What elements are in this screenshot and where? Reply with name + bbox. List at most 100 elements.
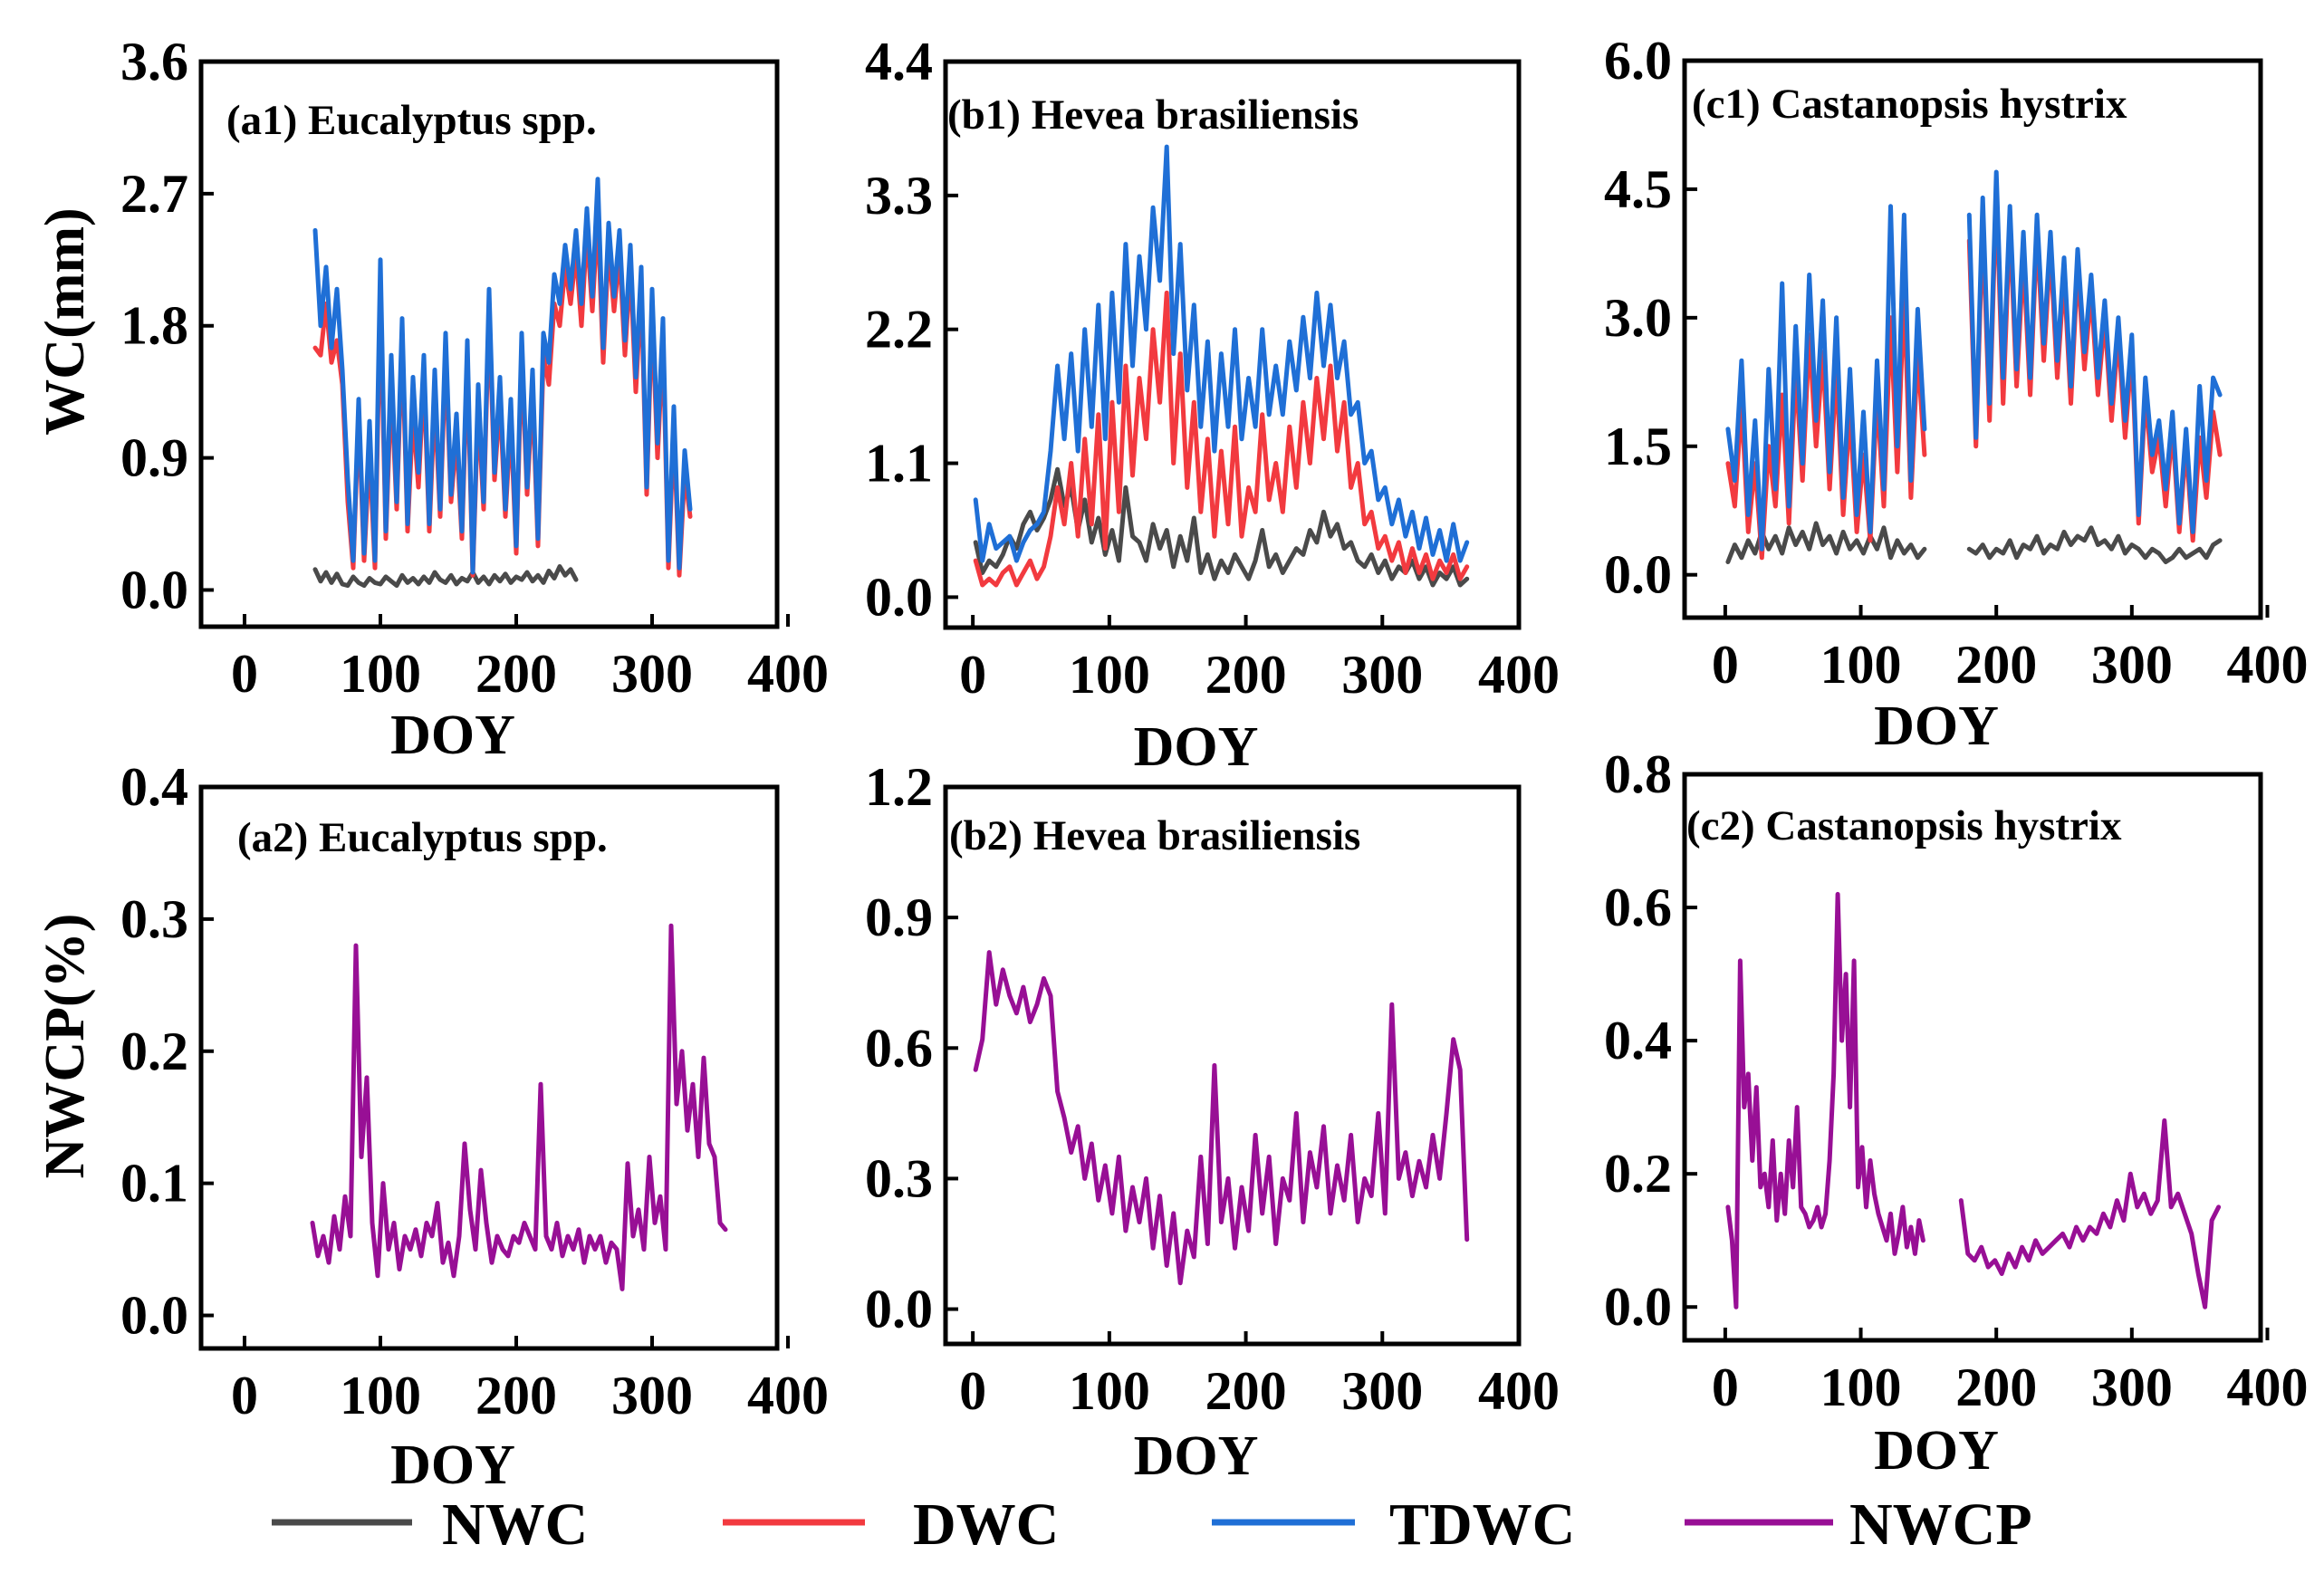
y-tick-label: 0.3 xyxy=(120,889,188,949)
x-axis-title: DOY xyxy=(1874,1420,1999,1482)
x-tick-label: 100 xyxy=(1820,1358,1902,1417)
x-axis-title: DOY xyxy=(390,705,515,766)
y-tick-label: 6.0 xyxy=(1604,31,1672,91)
x-tick-label: 300 xyxy=(611,644,693,704)
plot-frame xyxy=(198,59,780,629)
y-axis-title: NWCP(%) xyxy=(34,914,96,1179)
panel-a2: 0 100 200 300 400 0.0 0.1 0.2 0.3 0.4 (a2) Eucalyp… xyxy=(34,757,829,1496)
x-tick-label: 400 xyxy=(747,644,829,704)
y-tick-label: 0.4 xyxy=(120,757,188,817)
x-tick-label: 200 xyxy=(1205,645,1287,705)
y-tick-label: 0.2 xyxy=(120,1022,188,1081)
series-nwc-line xyxy=(312,564,579,589)
y-tick-label: 1.1 xyxy=(865,434,933,494)
x-tick-label: 0 xyxy=(959,645,986,705)
plot-frame xyxy=(1682,58,2263,620)
panel-label: (a2) Eucalyptus spp. xyxy=(237,814,608,861)
y-tick-label: 0.2 xyxy=(1604,1144,1672,1204)
x-tick-label: 100 xyxy=(1069,645,1150,705)
x-tick-label: 100 xyxy=(340,644,421,704)
x-tick-label: 0 xyxy=(959,1361,986,1421)
y-tick-label: 0.4 xyxy=(1604,1011,1672,1070)
series-tdwc-line xyxy=(973,144,1470,563)
x-tick-label: 400 xyxy=(1478,645,1560,705)
x-tick-label: 300 xyxy=(611,1366,693,1425)
panel-c2: 0 100 200 300 400 0.0 0.2 0.4 0.6 0.8 (c2) Castano… xyxy=(1604,744,2308,1482)
legend-label-dwc: DWC xyxy=(913,1492,1059,1558)
series-nwcp-line xyxy=(1725,891,1925,1310)
x-axis-title: DOY xyxy=(1134,716,1259,778)
panel-label: (a1) Eucalyptus spp. xyxy=(226,97,597,144)
legend-label-nwc: NWC xyxy=(442,1492,588,1558)
y-tick-label: 2.7 xyxy=(120,164,188,224)
series-nwc-line xyxy=(973,466,1470,588)
x-tick-label: 200 xyxy=(475,644,557,704)
x-axis-title: DOY xyxy=(1874,696,1999,757)
plot-frame xyxy=(198,784,780,1351)
plot-frame xyxy=(943,784,1522,1347)
x-tick-label: 100 xyxy=(1820,635,1902,695)
legend-label-nwcp: NWCP xyxy=(1849,1492,2032,1558)
y-tick-label: 3.0 xyxy=(1604,288,1672,348)
panel-a1: 0 100 200 300 400 0.0 0.9 1.8 2.7 3.6 (a1) Eucalyp… xyxy=(34,32,829,766)
series-dwc-line xyxy=(973,290,1470,588)
x-tick-label: 200 xyxy=(1955,635,2037,695)
y-tick-label: 3.3 xyxy=(865,166,933,225)
y-tick-label: 0.0 xyxy=(865,567,933,627)
y-tick-label: 0.0 xyxy=(1604,545,1672,605)
x-tick-label: 100 xyxy=(340,1366,421,1425)
panel-c1: 0 100 200 300 400 0.0 1.5 3.0 4.5 6.0 (c1) Castano… xyxy=(1604,31,2308,757)
x-tick-label: 0 xyxy=(1712,635,1739,695)
x-tick-label: 300 xyxy=(1341,645,1423,705)
series-tdwc-line xyxy=(1725,204,1927,552)
panel-label: (c1) Castanopsis hystrix xyxy=(1692,81,2127,128)
series-nwcp-line xyxy=(973,950,1470,1286)
y-tick-label: 0.0 xyxy=(1604,1277,1672,1337)
x-tick-label: 200 xyxy=(1955,1358,2037,1417)
y-tick-label: 0.8 xyxy=(1604,744,1672,804)
panel-label: (c2) Castanopsis hystrix xyxy=(1686,802,2122,849)
series-tdwc-line xyxy=(1966,169,2223,534)
y-tick-label: 0.0 xyxy=(120,560,188,619)
x-tick-label: 300 xyxy=(1341,1361,1423,1421)
y-tick-label: 1.8 xyxy=(120,296,188,356)
panel-label: (b1) Hevea brasiliensis xyxy=(947,91,1359,139)
x-tick-label: 100 xyxy=(1069,1361,1150,1421)
y-tick-label: 3.6 xyxy=(120,32,188,91)
x-tick-label: 200 xyxy=(1205,1361,1287,1421)
y-tick-label: 0.6 xyxy=(865,1018,933,1078)
panel-b2: 0 100 200 300 400 0.0 0.3 0.6 0.9 1.2 (b2) Hevea b… xyxy=(865,757,1560,1487)
panel-b1: 0 100 200 300 400 0.0 1.1 2.2 3.3 4.4 (b1) Hevea b… xyxy=(865,32,1560,778)
y-axis-title: WC(mm) xyxy=(34,207,96,435)
y-tick-label: 1.5 xyxy=(1604,417,1672,476)
y-tick-label: 0.6 xyxy=(1604,878,1672,937)
x-axis-title: DOY xyxy=(1134,1425,1259,1487)
x-tick-label: 200 xyxy=(475,1366,557,1425)
legend-label-tdwc: TDWC xyxy=(1389,1492,1575,1558)
series-nwc-line xyxy=(1725,521,1927,564)
y-tick-label: 0.1 xyxy=(120,1154,188,1214)
x-tick-label: 400 xyxy=(2226,1358,2308,1417)
y-tick-label: 0.9 xyxy=(120,428,188,488)
plot-frame xyxy=(1682,772,2263,1343)
y-tick-label: 2.2 xyxy=(865,300,933,360)
y-tick-label: 4.4 xyxy=(865,32,933,91)
x-tick-label: 400 xyxy=(2226,635,2308,695)
y-tick-label: 1.2 xyxy=(865,757,933,817)
x-tick-label: 0 xyxy=(231,1366,258,1425)
x-tick-label: 400 xyxy=(1478,1361,1560,1421)
x-tick-label: 300 xyxy=(2091,635,2173,695)
y-tick-label: 0.9 xyxy=(865,887,933,947)
x-axis-title: DOY xyxy=(390,1434,515,1496)
series-nwcp-line xyxy=(1958,1118,2222,1310)
legend: NWC DWC TDWC NWCP xyxy=(272,1492,2032,1558)
y-tick-label: 0.0 xyxy=(865,1280,933,1339)
series-tdwc-line xyxy=(312,177,693,575)
y-tick-label: 4.5 xyxy=(1604,159,1672,219)
series-nwc-line xyxy=(1966,525,2223,564)
x-tick-label: 300 xyxy=(2091,1358,2173,1417)
series-nwcp-line xyxy=(310,923,728,1291)
panel-label: (b2) Hevea brasiliensis xyxy=(949,812,1360,859)
y-tick-label: 0.3 xyxy=(865,1148,933,1208)
